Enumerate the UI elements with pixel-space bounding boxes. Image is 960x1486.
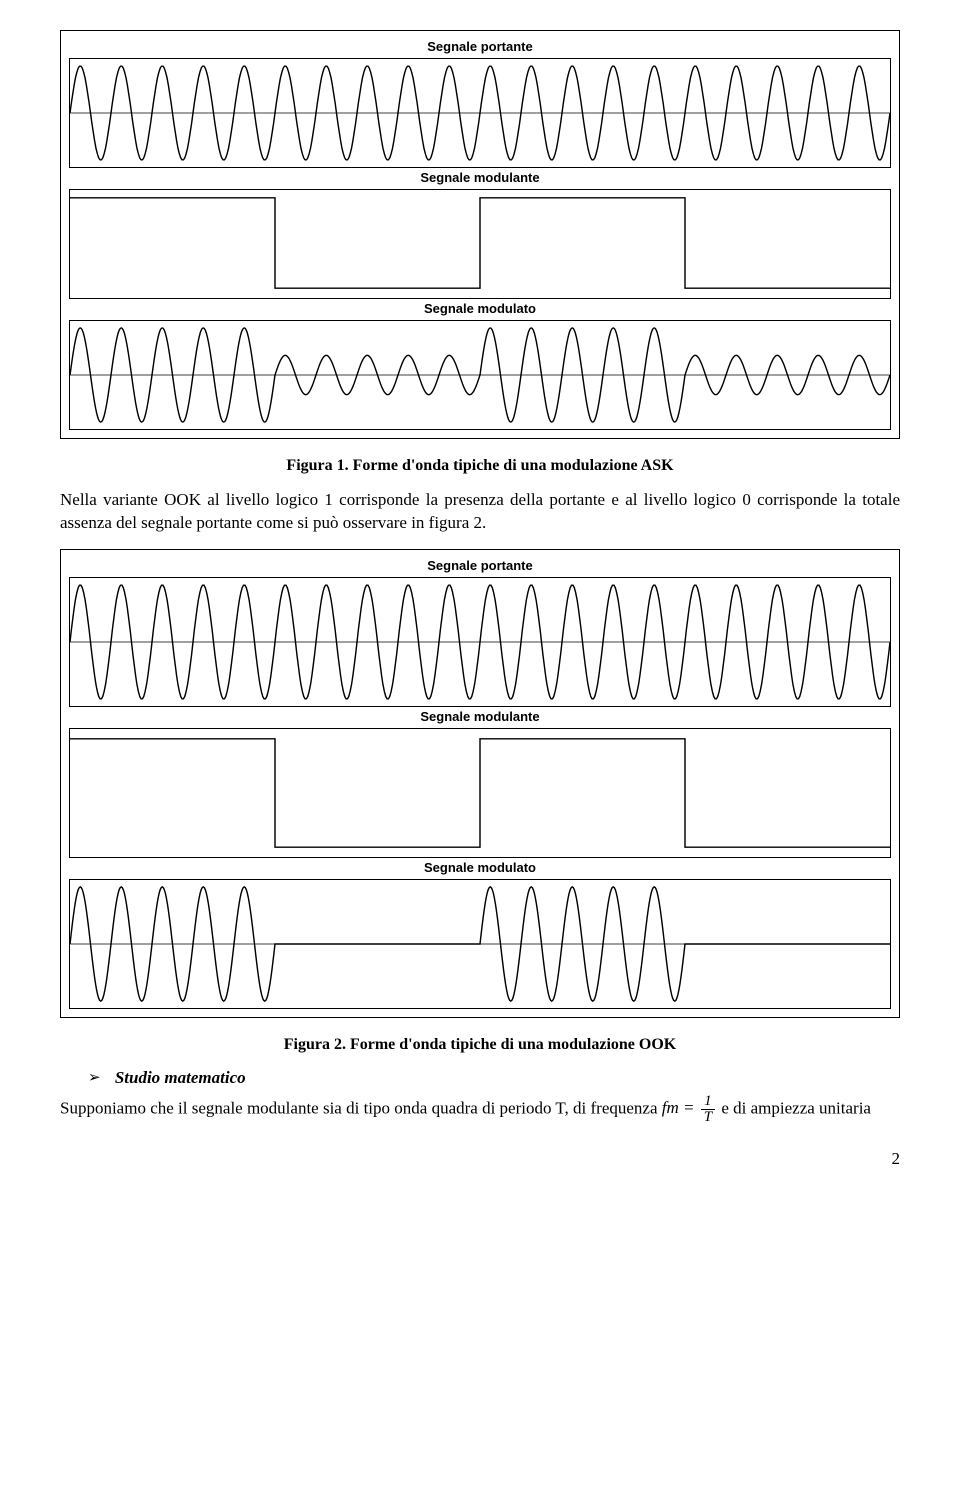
figure-1-caption: Figura 1. Forme d'onda tipiche di una mo… — [60, 457, 900, 475]
heading-bullet-icon: ➢ — [88, 1068, 101, 1086]
eq-lhs: fm — [662, 1098, 679, 1117]
fig1-modulating-plot — [69, 189, 891, 299]
page-number: 2 — [60, 1149, 900, 1169]
section-heading-text: Studio matematico — [115, 1068, 246, 1087]
fig1-carrier-title: Segnale portante — [69, 39, 891, 54]
fig2-modulating-title: Segnale modulante — [69, 709, 891, 724]
study-heading: ➢ Studio matematico — [88, 1068, 900, 1088]
fig1-modulated-plot — [69, 320, 891, 430]
figure-2-caption: Figura 2. Forme d'onda tipiche di una mo… — [60, 1036, 900, 1054]
eq-numerator: 1 — [701, 1094, 715, 1110]
figure-2-box: Segnale portante Segnale modulante Segna… — [60, 549, 900, 1018]
fig1-carrier-plot — [69, 58, 891, 168]
paragraph-2-pre: Supponiamo che il segnale modulante sia … — [60, 1098, 662, 1117]
fig2-modulated-plot — [69, 879, 891, 1009]
paragraph-1: Nella variante OOK al livello logico 1 c… — [60, 489, 900, 535]
fig2-modulating-plot — [69, 728, 891, 858]
eq-denominator: T — [701, 1110, 715, 1125]
fig1-modulated-title: Segnale modulato — [69, 301, 891, 316]
fig1-modulating-title: Segnale modulante — [69, 170, 891, 185]
figure-1-box: Segnale portante Segnale modulante Segna… — [60, 30, 900, 439]
fig2-carrier-plot — [69, 577, 891, 707]
fig2-carrier-title: Segnale portante — [69, 558, 891, 573]
fig2-modulated-title: Segnale modulato — [69, 860, 891, 875]
paragraph-2-post: e di ampiezza unitaria — [721, 1098, 871, 1117]
paragraph-2: Supponiamo che il segnale modulante sia … — [60, 1094, 900, 1125]
equation-fm: fm = 1 T — [662, 1098, 722, 1117]
